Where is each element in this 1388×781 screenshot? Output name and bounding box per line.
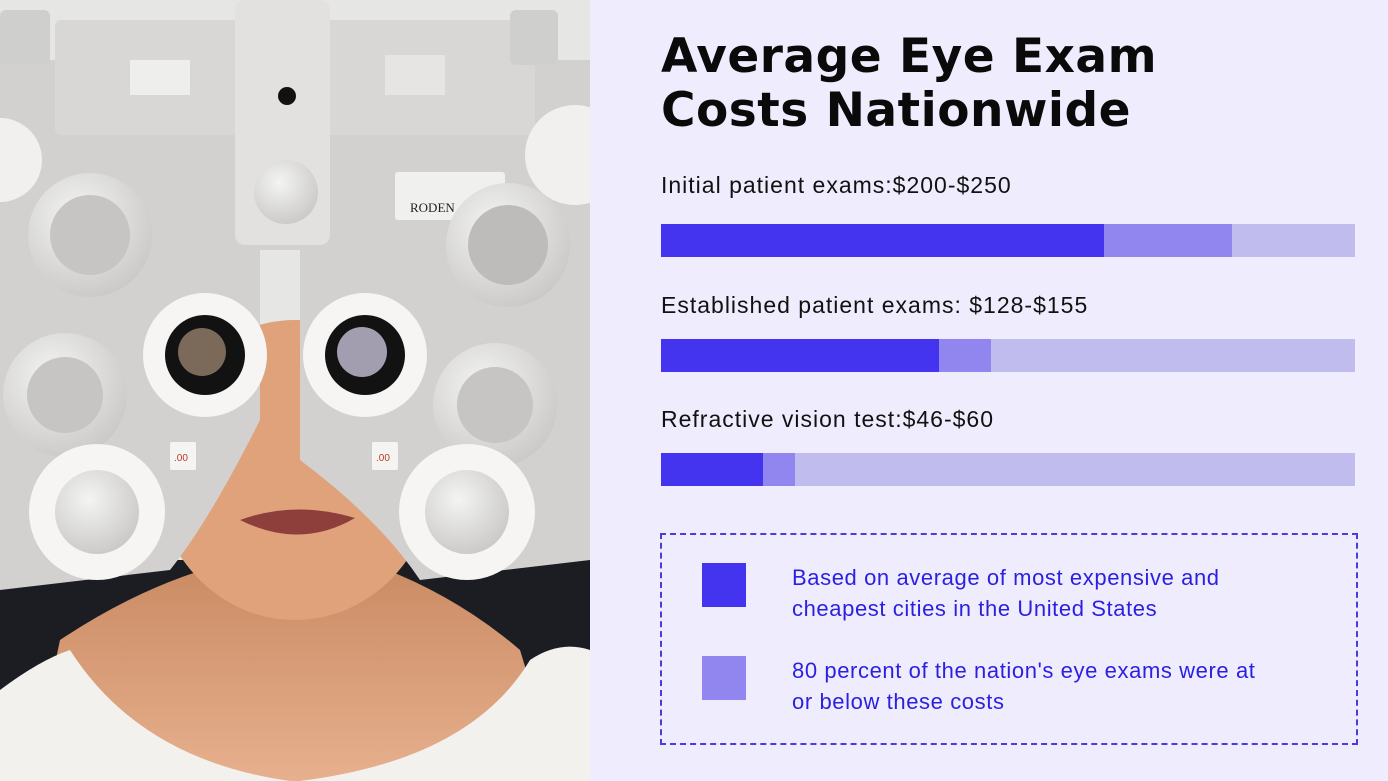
legend-text-80-percent-line-1: 80 percent of the nation's eye exams wer… bbox=[792, 658, 1256, 683]
legend-box: Based on average of most expensive and c… bbox=[660, 533, 1358, 745]
row-label-initial-exams: Initial patient exams:$200-$250 bbox=[661, 172, 1012, 198]
legend-text-average-line-1: Based on average of most expensive and bbox=[792, 565, 1220, 590]
row-label-refractive-test: Refractive vision test:$46-$60 bbox=[661, 406, 994, 432]
legend-swatch-80-percent bbox=[702, 656, 746, 700]
dial-readout-left: .00 bbox=[174, 453, 188, 464]
cost-bar-refractive-test bbox=[661, 453, 1355, 486]
row-label-established-exams: Established patient exams: $128-$155 bbox=[661, 292, 1089, 318]
title-line-1: Average Eye Exam bbox=[661, 29, 1158, 84]
dial-readout-right: .00 bbox=[376, 453, 390, 464]
title-line-2: Costs Nationwide bbox=[661, 83, 1131, 138]
chart-title: Average Eye Exam Costs Nationwide bbox=[661, 30, 1361, 138]
legend-text-80-percent: 80 percent of the nation's eye exams wer… bbox=[792, 655, 1332, 717]
info-panel bbox=[590, 0, 1388, 781]
hero-photo: RODEN .00 .00 bbox=[0, 0, 590, 781]
cost-bar-established-exams bbox=[661, 339, 1355, 372]
legend-text-80-percent-line-2: or below these costs bbox=[792, 689, 1005, 714]
bar-segment-average bbox=[661, 224, 1104, 257]
brand-label: RODEN bbox=[410, 200, 455, 215]
legend-text-average-line-2: cheapest cities in the United States bbox=[792, 596, 1158, 621]
cost-bar-initial-exams bbox=[661, 224, 1355, 257]
legend-text-average: Based on average of most expensive and c… bbox=[792, 562, 1332, 624]
bar-segment-average bbox=[661, 339, 940, 372]
phoropter-photo-illustration: RODEN .00 .00 bbox=[0, 0, 590, 781]
bar-segment-average bbox=[661, 453, 764, 486]
legend-swatch-average bbox=[702, 563, 746, 607]
